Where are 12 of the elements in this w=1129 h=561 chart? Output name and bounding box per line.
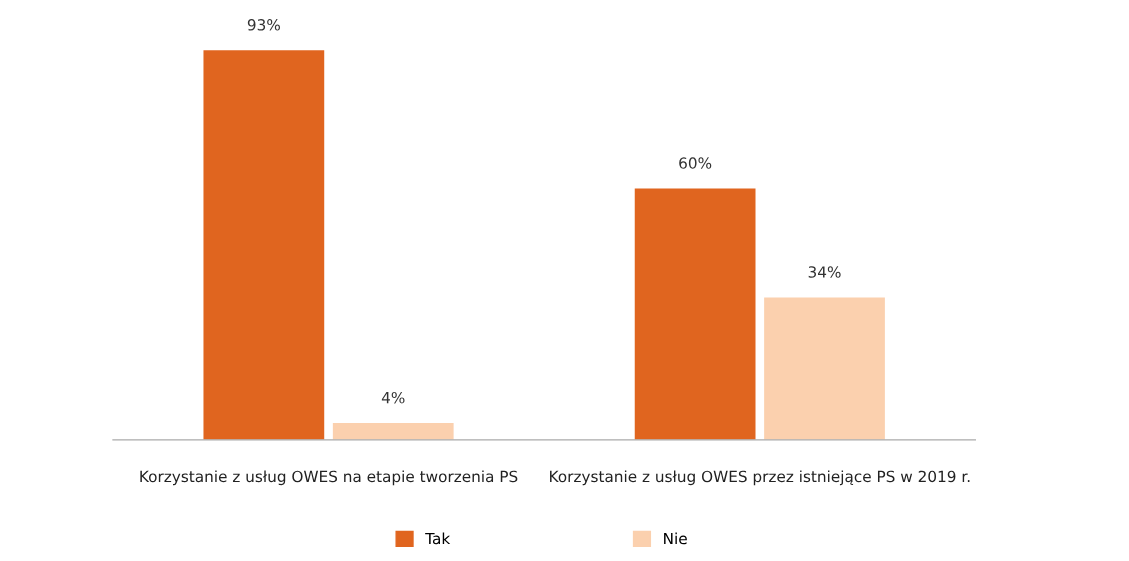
- data-label: 34%: [808, 266, 841, 278]
- data-label: 4%: [381, 391, 405, 404]
- legend-label: Nie: [664, 532, 687, 545]
- bar: [332, 423, 454, 440]
- data-label: 93%: [247, 19, 280, 31]
- bar: [764, 297, 885, 440]
- x-tick-label: Korzystanie z usług OWES przez istniejące PS w 2019 r.: [550, 470, 970, 486]
- x-tick-label: Korzystanie z usług OWES na etapie tworzenia PS: [140, 470, 518, 486]
- bar: [203, 50, 325, 440]
- bar: [634, 188, 756, 440]
- data-label: 60%: [679, 157, 712, 169]
- legend-label: Tak: [425, 532, 451, 545]
